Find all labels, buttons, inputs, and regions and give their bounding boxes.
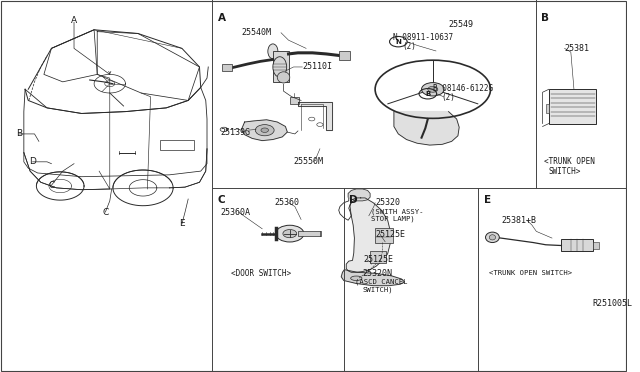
Bar (222, 64, 232, 71)
Text: 25381+B: 25381+B (502, 216, 537, 225)
Bar (298, 231, 320, 236)
Text: C: C (102, 208, 109, 217)
Text: A: A (71, 16, 77, 25)
Ellipse shape (268, 44, 278, 59)
Text: R251005L: R251005L (593, 299, 633, 308)
Bar (561, 239, 593, 251)
Text: E: E (179, 219, 185, 228)
Polygon shape (241, 120, 287, 141)
Text: SWITCH): SWITCH) (363, 286, 393, 293)
Bar (339, 51, 350, 60)
Bar (546, 104, 550, 113)
Text: D: D (29, 157, 36, 166)
Bar (273, 51, 289, 82)
Text: B: B (425, 91, 431, 97)
Ellipse shape (489, 235, 495, 240)
Text: (ASCD CANCEL: (ASCD CANCEL (355, 279, 408, 285)
Text: 25320N: 25320N (363, 269, 392, 278)
Circle shape (422, 83, 444, 96)
Text: 25125E: 25125E (375, 230, 405, 239)
Text: B: B (16, 129, 22, 138)
Polygon shape (348, 189, 370, 201)
Ellipse shape (276, 225, 304, 242)
Ellipse shape (277, 72, 290, 83)
Text: 25550M: 25550M (294, 157, 324, 166)
Ellipse shape (273, 57, 287, 77)
Polygon shape (346, 198, 390, 272)
Ellipse shape (283, 230, 297, 238)
Polygon shape (298, 102, 332, 130)
Bar (370, 251, 386, 263)
Text: D: D (349, 195, 358, 205)
Ellipse shape (351, 276, 362, 280)
Circle shape (255, 125, 274, 136)
Circle shape (261, 128, 268, 132)
Text: SWITCH>: SWITCH> (549, 167, 581, 176)
Bar (160, 140, 195, 150)
Text: B: B (541, 13, 549, 23)
Text: (2): (2) (403, 42, 417, 51)
Ellipse shape (486, 232, 499, 243)
Bar (549, 89, 596, 124)
Text: <DOOR SWITCH>: <DOOR SWITCH> (231, 269, 291, 278)
Polygon shape (394, 112, 459, 145)
Text: 25540M: 25540M (241, 28, 271, 37)
Text: C: C (48, 181, 54, 190)
Text: 25110I: 25110I (302, 62, 332, 71)
Text: (SWITH ASSY-: (SWITH ASSY- (371, 208, 424, 215)
Polygon shape (341, 270, 404, 286)
Bar (290, 97, 299, 104)
Text: 25360: 25360 (275, 198, 300, 207)
Text: 25320: 25320 (375, 198, 400, 207)
Text: 25549: 25549 (449, 20, 474, 29)
Bar (375, 228, 393, 243)
Text: N 08911-10637: N 08911-10637 (393, 33, 453, 42)
Text: 25125E: 25125E (364, 255, 394, 264)
Text: 25360A: 25360A (221, 208, 251, 217)
Text: C: C (218, 195, 225, 205)
Text: (2): (2) (442, 93, 456, 102)
Circle shape (428, 86, 438, 92)
Text: A: A (218, 13, 226, 23)
Text: 25139G: 25139G (221, 128, 251, 137)
Text: 25381: 25381 (564, 44, 589, 53)
Bar (593, 242, 599, 249)
Text: <TRUNK OPEN SWITCH>: <TRUNK OPEN SWITCH> (489, 270, 572, 276)
Text: <TRUNK OPEN: <TRUNK OPEN (545, 157, 595, 166)
Text: N: N (396, 39, 401, 45)
Text: STOP LAMP): STOP LAMP) (371, 215, 415, 222)
Text: E: E (484, 195, 491, 205)
Text: B 08146-6122G: B 08146-6122G (433, 84, 493, 93)
